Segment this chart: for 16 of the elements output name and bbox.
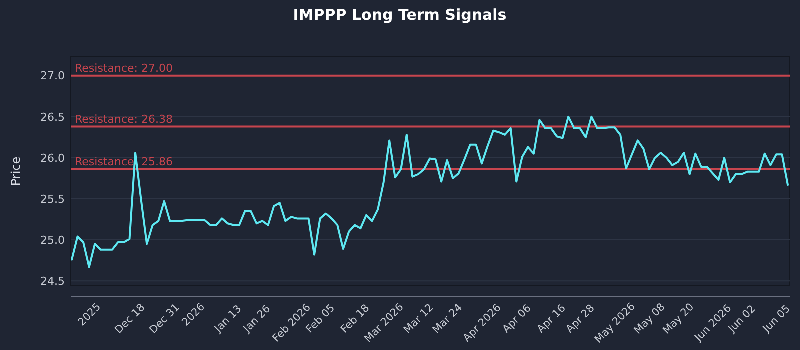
x-tick-label: Dec 18 [112, 302, 148, 336]
y-tick-label: 24.5 [40, 274, 65, 288]
y-tick-label: 26.5 [40, 110, 65, 124]
x-tick-label: Apr 28 [564, 302, 598, 336]
y-tick-label: 25.5 [40, 192, 65, 206]
y-tick-label: 25.0 [40, 234, 65, 247]
x-tick-label: Apr 06 [500, 302, 534, 336]
x-tick-label: Dec 31 [148, 302, 182, 336]
y-tick-label: 26.0 [40, 152, 65, 165]
y-tick-label: 27.0 [40, 70, 65, 83]
chart-title: IMPPP Long Term Signals [293, 6, 507, 24]
ref-line-label: Resistance: 27.00 [75, 62, 173, 75]
y-axis-title: Price [9, 156, 23, 186]
line-series [71, 116, 789, 268]
x-tick-label: Jun 05 [760, 303, 793, 336]
ref-line-label: Resistance: 26.38 [75, 112, 173, 126]
